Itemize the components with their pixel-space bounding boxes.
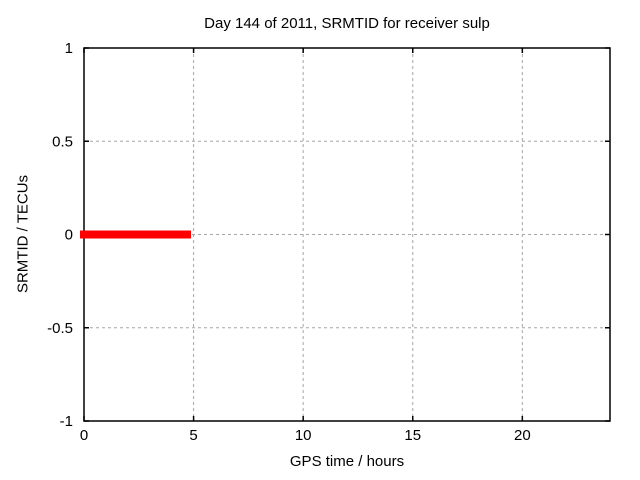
chart-title: Day 144 of 2011, SRMTID for receiver sul… (204, 15, 490, 32)
y-tick-label: -0.5 (47, 320, 73, 337)
x-tick-label: 0 (80, 427, 88, 444)
x-tick-label: 10 (295, 427, 312, 444)
y-tick-label: -1 (60, 413, 73, 430)
y-tick-label: 1 (65, 40, 73, 57)
x-tick-label: 20 (514, 427, 531, 444)
x-tick-label: 5 (189, 427, 197, 444)
y-tick-label: 0 (65, 227, 73, 244)
x-axis-label: GPS time / hours (289, 453, 405, 470)
x-tick-label: 15 (404, 427, 421, 444)
y-tick-label: 0.5 (52, 133, 73, 150)
